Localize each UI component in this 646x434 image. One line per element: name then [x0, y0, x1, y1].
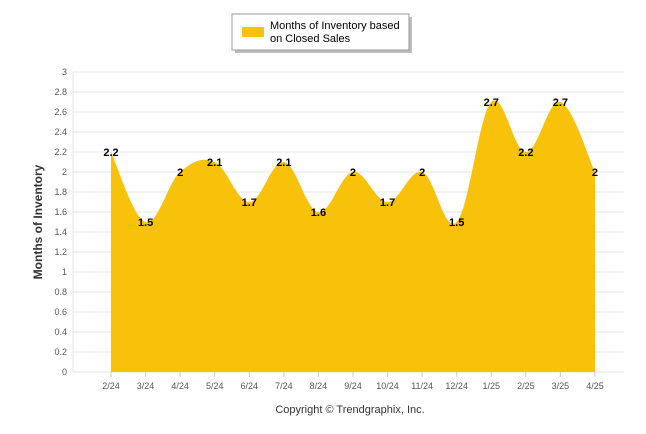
x-tick-label: 11/24: [411, 381, 433, 391]
data-label: 1.5: [138, 217, 153, 229]
y-tick-label: 0.8: [54, 287, 67, 297]
x-tick-label: 8/24: [310, 381, 328, 391]
y-tick-label: 1.8: [54, 187, 67, 197]
x-tick-label: 5/24: [206, 381, 224, 391]
y-tick-label: 2.8: [54, 87, 67, 97]
data-label: 1.7: [380, 197, 395, 209]
data-label: 2: [592, 167, 598, 179]
y-tick-label: 1.4: [54, 227, 67, 237]
x-tick-label: 3/24: [137, 381, 155, 391]
x-tick-label: 1/25: [483, 381, 501, 391]
data-label: 2.2: [518, 147, 533, 159]
data-label: 2.7: [553, 97, 568, 109]
x-tick-label: 6/24: [241, 381, 259, 391]
data-label: 2.2: [103, 147, 118, 159]
x-tick-label: 4/25: [586, 381, 604, 391]
y-tick-label: 2.6: [54, 107, 67, 117]
data-labels: 2.2 1.5 2 2.1 1.7 2.1 1.6 2 1.7 2 1.5 2.7 2.2 2.7 2: [103, 97, 598, 229]
data-label: 1.6: [311, 207, 326, 219]
y-tick-label: 2: [62, 167, 67, 177]
data-label: 1.5: [449, 217, 464, 229]
copyright-footer: Copyright © Trendgraphix, Inc.: [275, 404, 424, 416]
x-tick-label: 12/24: [445, 381, 468, 391]
x-tick-label: 10/24: [376, 381, 399, 391]
y-tick-label: 1.6: [54, 207, 67, 217]
y-tick-label: 0: [62, 367, 67, 377]
y-tick-label: 1: [62, 267, 67, 277]
y-axis-ticks: 0 0.2 0.4 0.6 0.8 1 1.2 1.4 1.6 1.8 2 2.2 2.4 2.6 2.8 3: [54, 67, 67, 377]
area-fill: [111, 100, 595, 372]
x-tick-label: 3/25: [552, 381, 570, 391]
data-label: 1.7: [242, 197, 257, 209]
data-label: 2: [350, 167, 356, 179]
x-tick-label: 2/25: [517, 381, 535, 391]
y-tick-label: 0.6: [54, 307, 67, 317]
x-tick-label: 7/24: [275, 381, 293, 391]
legend-label-line-1: Months of Inventory based: [270, 20, 400, 32]
legend: Months of Inventory based on Closed Sale…: [231, 13, 412, 53]
y-tick-label: 0.4: [54, 327, 67, 337]
data-label: 2: [419, 167, 425, 179]
x-tick-label: 9/24: [344, 381, 362, 391]
data-label: 2: [177, 167, 183, 179]
data-label: 2.7: [484, 97, 499, 109]
x-axis-ticks: 2/24 3/24 4/24 5/24 6/24 7/24 8/24 9/24 10/24 11/…: [102, 372, 604, 391]
y-tick-label: 2.2: [54, 147, 67, 157]
y-tick-label: 1.2: [54, 247, 67, 257]
x-tick-label: 4/24: [171, 381, 189, 391]
x-tick-label: 2/24: [102, 381, 120, 391]
y-tick-label: 2.4: [54, 127, 67, 137]
legend-swatch: [242, 27, 264, 37]
y-tick-label: 0.2: [54, 347, 67, 357]
data-label: 2.1: [207, 157, 222, 169]
area-series: [111, 100, 595, 372]
data-label: 2.1: [276, 157, 291, 169]
legend-label-line-2: on Closed Sales: [270, 33, 351, 45]
y-axis-title: Months of Inventory: [31, 164, 45, 279]
y-tick-label: 3: [62, 67, 67, 77]
